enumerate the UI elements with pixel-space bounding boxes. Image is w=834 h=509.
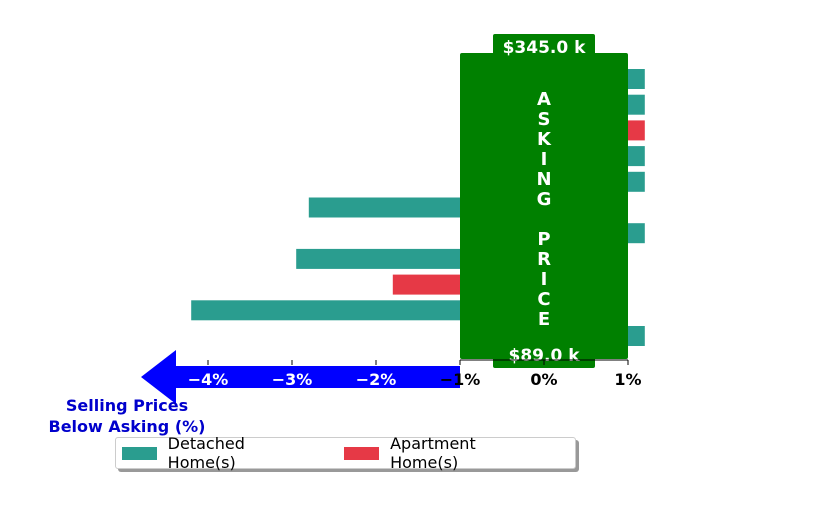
asking-price-band [460, 53, 628, 359]
asking-price-letter: E [538, 309, 550, 330]
legend: Detached Home(s) Apartment Home(s) [115, 434, 576, 472]
x-axis-label: Below Asking (%) [49, 417, 206, 436]
asking-price-letter: P [537, 229, 550, 250]
asking-price-letter: G [537, 189, 552, 210]
asking-price-letter: R [537, 249, 551, 270]
x-tick-label: −4% [188, 370, 229, 389]
asking-price-letter: I [541, 269, 548, 290]
legend-item-detached: Detached Home(s) [122, 434, 312, 472]
bottom-price-label-box [493, 342, 595, 368]
bottom-price-label: $89.0 k [509, 346, 581, 366]
x-tick-label: −1% [440, 370, 481, 389]
asking-price-letter: A [537, 89, 551, 110]
x-axis-label: Selling Prices [66, 396, 188, 415]
top-price-label: $345.0 k [503, 38, 587, 58]
legend-label-detached: Detached Home(s) [167, 434, 245, 472]
top-price-label-box [493, 34, 595, 60]
asking-price-letter: S [538, 109, 551, 130]
bar-detached [191, 300, 544, 321]
x-tick-label: −2% [356, 370, 397, 389]
legend-swatch-detached [122, 446, 157, 460]
asking-price-letter: C [537, 289, 550, 310]
x-axis: −4% −3% −2% −1% 0% 1% Selling Prices Below Aski… [49, 350, 642, 436]
asking-price-letter: I [541, 149, 548, 170]
x-tick-label: 1% [614, 370, 641, 389]
legend-swatch-apartment [344, 446, 380, 460]
asking-price-letter: N [536, 169, 551, 190]
x-tick-label: 0% [530, 370, 557, 389]
asking-price-letter: K [537, 129, 552, 150]
legend-item-apartment: Apartment Home(s) [344, 434, 543, 472]
legend-label-apartment: Apartment Home(s) [390, 434, 476, 472]
below-asking-arrow [141, 350, 460, 404]
x-tick-label: −3% [272, 370, 313, 389]
